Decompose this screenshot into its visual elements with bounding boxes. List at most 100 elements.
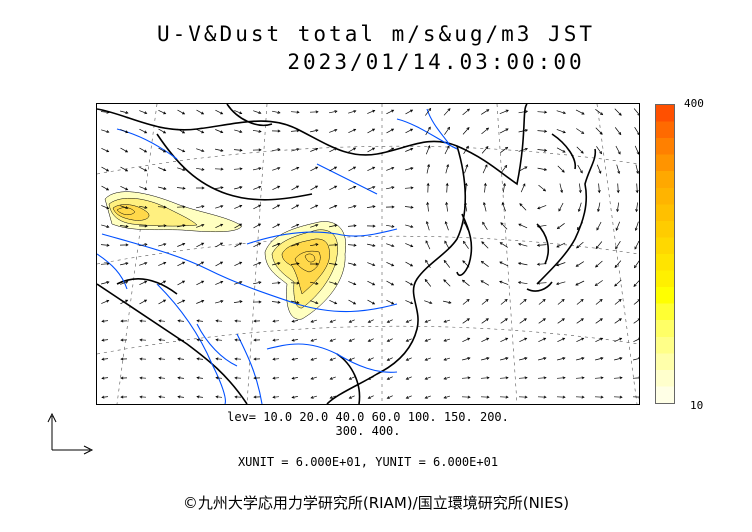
wind-arrow-head xyxy=(367,320,371,323)
wind-arrow xyxy=(158,358,166,360)
wind-arrow xyxy=(425,260,431,268)
wind-arrow xyxy=(139,243,147,247)
wind-arrow-head xyxy=(619,357,623,360)
wind-arrow-head xyxy=(220,300,224,303)
wind-arrow xyxy=(234,110,242,114)
wind-arrow xyxy=(598,183,600,193)
wind-arrow xyxy=(368,338,374,342)
wind-arrow-head xyxy=(536,224,541,228)
wind-arrow-head xyxy=(315,147,319,151)
wind-arrow-head xyxy=(101,338,105,342)
wind-arrow-head xyxy=(101,376,105,380)
wind-arrow-head xyxy=(177,395,181,399)
wind-arrow xyxy=(120,262,128,266)
wind-arrow xyxy=(575,377,585,379)
wind-arrow-head xyxy=(101,319,105,323)
wind-arrow xyxy=(310,300,318,304)
wind-arrow-head xyxy=(502,182,506,187)
wind-arrow-head xyxy=(635,190,639,194)
wind-arrow xyxy=(499,128,509,134)
wind-arrow xyxy=(234,223,242,229)
wind-arrow-head xyxy=(536,262,540,266)
wind-arrow-head xyxy=(372,109,376,113)
wind-arrow xyxy=(499,281,509,285)
wind-arrow-head xyxy=(158,395,162,399)
rivers xyxy=(97,108,458,404)
wind-arrow xyxy=(120,147,128,153)
wind-arrow-head xyxy=(163,299,167,303)
wind-arrow-head xyxy=(125,224,129,228)
wind-arrow-head xyxy=(296,242,300,246)
wind-arrow xyxy=(556,281,566,285)
wind-arrow xyxy=(387,376,393,380)
wind-arrow-head xyxy=(466,108,470,112)
wind-arrow-head xyxy=(215,319,219,323)
wind-arrow-head xyxy=(220,148,224,152)
wind-arrow xyxy=(596,146,602,154)
wind-arrow xyxy=(100,111,110,113)
wind-arrow xyxy=(330,338,336,342)
wind-arrow xyxy=(196,358,204,360)
wind-arrow-head xyxy=(391,166,395,170)
wind-arrow xyxy=(158,299,166,305)
wind-arrow-head xyxy=(196,338,200,342)
wind-arrow-head xyxy=(518,223,522,227)
wind-arrow-head xyxy=(296,204,300,208)
wind-arrow-head xyxy=(277,204,281,208)
wind-arrow xyxy=(177,320,185,322)
wind-arrow-head xyxy=(277,262,281,265)
wind-arrow-head xyxy=(542,299,546,302)
wind-arrow xyxy=(537,205,547,209)
wind-arrow xyxy=(271,301,281,303)
wind-arrow-head xyxy=(348,319,352,323)
wind-arrow xyxy=(329,129,337,133)
wind-arrow-head xyxy=(220,111,224,115)
wind-arrow xyxy=(215,109,223,115)
wind-arrow xyxy=(158,186,166,190)
wind-arrow-head xyxy=(447,126,451,130)
wind-arrow-head xyxy=(410,244,414,248)
wind-arrow xyxy=(445,221,449,231)
wind-arrow-head xyxy=(277,300,281,304)
wind-arrow-head xyxy=(637,132,639,135)
wind-arrow xyxy=(330,395,336,399)
wind-arrow xyxy=(292,339,298,341)
wind-arrow xyxy=(444,127,450,135)
wind-arrow-head xyxy=(499,242,503,245)
wind-arrow-head xyxy=(466,318,470,322)
wind-arrow-head xyxy=(556,226,560,230)
wind-arrow xyxy=(387,395,393,399)
wind-arrow-head xyxy=(543,337,547,341)
wind-arrow xyxy=(233,149,243,151)
wind-arrow-head xyxy=(144,261,148,265)
dust-concentration-field xyxy=(104,191,347,320)
wind-arrow-head xyxy=(523,318,527,322)
wind-arrow-head xyxy=(144,299,148,303)
wind-arrow xyxy=(291,300,299,304)
wind-arrow xyxy=(405,261,413,267)
wind-arrow xyxy=(595,337,603,343)
wind-arrow xyxy=(576,318,584,324)
wind-arrow-head xyxy=(600,357,604,360)
wind-arrow-head xyxy=(633,265,637,269)
wind-arrow-head xyxy=(443,338,447,342)
wind-arrow-head xyxy=(334,301,338,305)
wind-arrow xyxy=(272,185,280,191)
wind-arrow xyxy=(463,241,469,249)
wind-arrow-head xyxy=(581,337,585,341)
wind-arrow-head xyxy=(201,205,205,209)
wind-arrow xyxy=(386,224,394,228)
wind-arrow-head xyxy=(617,170,621,174)
wind-arrow xyxy=(614,318,622,324)
wind-arrow-head xyxy=(543,376,547,380)
wind-arrow xyxy=(518,243,528,247)
wind-arrow-head xyxy=(391,282,395,286)
wind-arrow-head xyxy=(182,280,186,284)
wind-arrow xyxy=(386,261,394,267)
wind-arrow-head xyxy=(182,186,186,190)
wind-arrow xyxy=(426,164,430,174)
wind-arrow-head xyxy=(277,148,281,152)
wind-arrow-head xyxy=(461,279,465,283)
wind-arrow xyxy=(634,127,639,135)
wind-arrow-head xyxy=(581,376,585,380)
